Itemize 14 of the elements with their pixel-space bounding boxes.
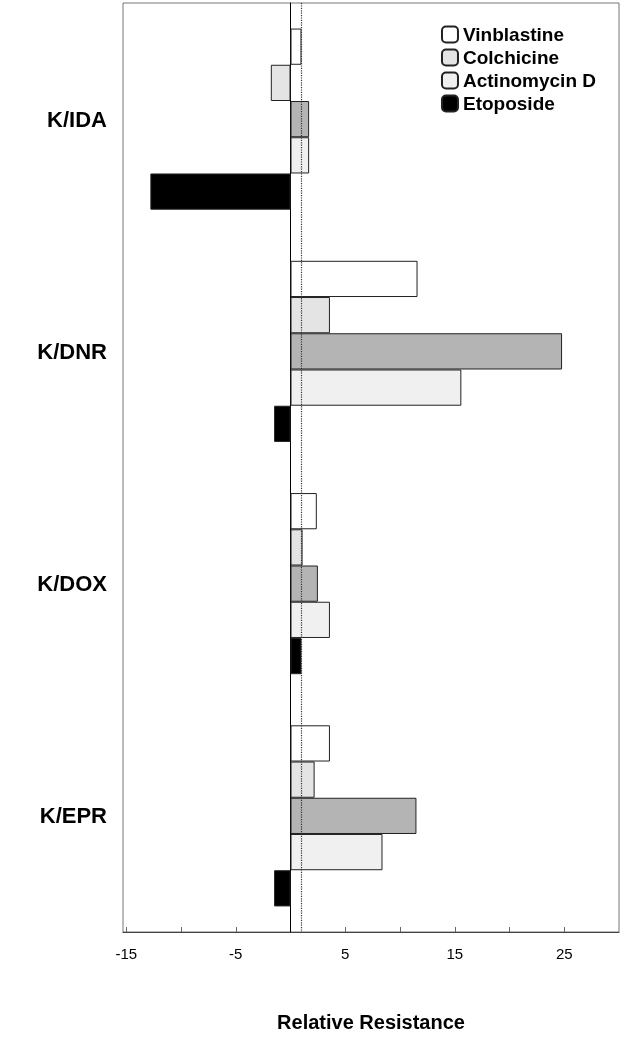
y-tick-label: K/EPR bbox=[39, 803, 108, 829]
x-tick-label: 5 bbox=[341, 945, 350, 962]
x-tick-label: -5 bbox=[229, 945, 243, 962]
y-tick-label: K/IDA bbox=[47, 106, 108, 132]
x-tick-label: 15 bbox=[446, 945, 464, 962]
legend-label: Actinomycin D bbox=[462, 70, 597, 91]
y-tick-label: K/DNR bbox=[37, 338, 108, 364]
x-tick-label: -15 bbox=[115, 945, 138, 962]
x-tick-label: 25 bbox=[555, 945, 573, 962]
legend-label: Etoposide bbox=[462, 93, 555, 114]
y-tick-label: K/DOX bbox=[37, 571, 108, 597]
x-axis-title: Relative Resistance bbox=[277, 1011, 465, 1033]
legend-label: Colchicine bbox=[462, 47, 560, 68]
legend-label: Vinblastine bbox=[462, 24, 564, 45]
